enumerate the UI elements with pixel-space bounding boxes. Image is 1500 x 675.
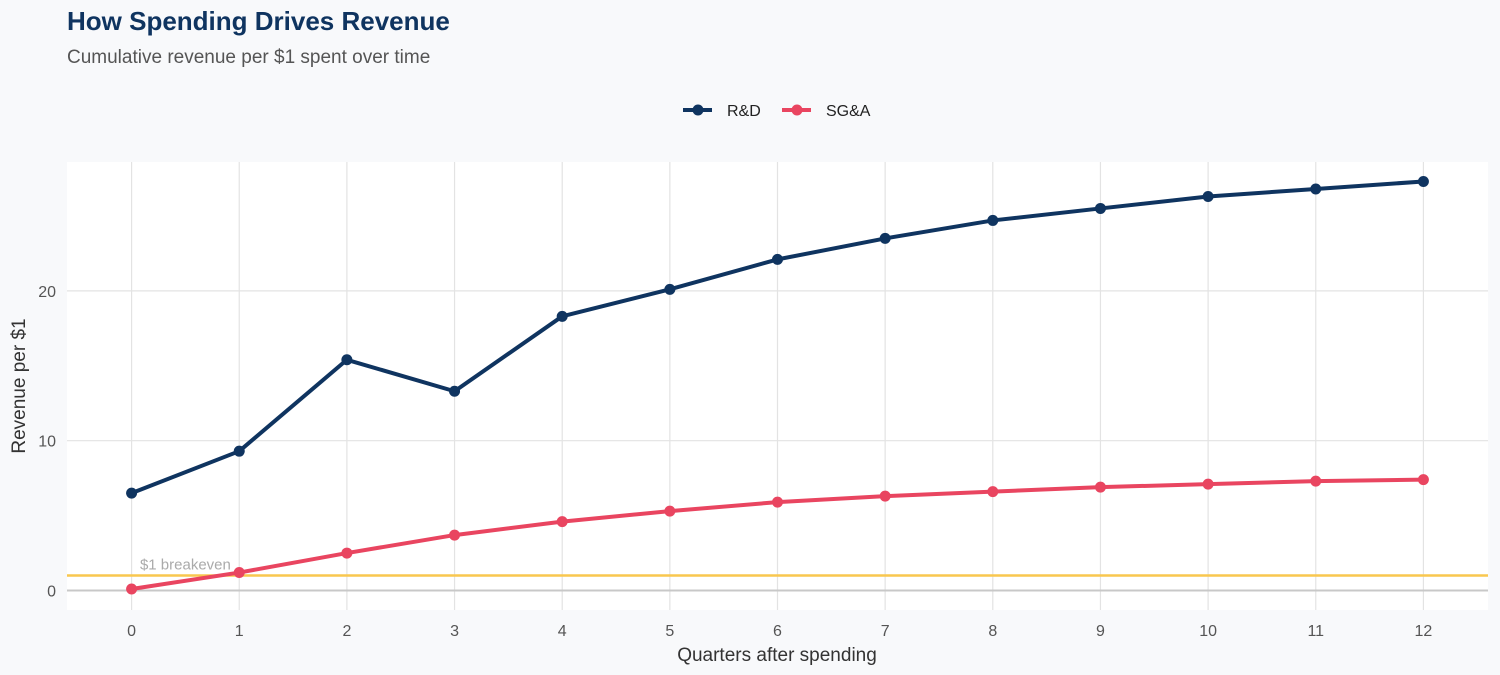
legend-swatch-point [692,104,704,116]
x-tick-label: 1 [235,623,244,640]
data-point [772,253,783,265]
data-point [449,529,461,541]
data-point [449,385,461,397]
data-point [987,214,999,226]
data-point [556,310,568,322]
legend-label: R&D [727,103,761,120]
breakeven-label: $1 breakeven [140,557,231,574]
data-point [1094,481,1106,493]
legend-swatch-point [791,104,803,116]
data-point [1202,190,1214,202]
x-tick-label: 11 [1307,623,1324,640]
x-tick-label: 3 [450,623,459,640]
y-axis-label: Revenue per $1 [9,318,30,453]
x-tick-label: 9 [1096,623,1105,640]
x-tick-label: 5 [665,623,674,640]
x-tick-label: 7 [881,623,890,640]
chart-title: How Spending Drives Revenue [67,6,450,36]
data-point [341,547,353,559]
x-tick-label: 4 [558,623,567,640]
data-point [879,490,891,502]
data-point [879,232,891,244]
data-point [664,505,676,517]
data-point [1310,475,1322,487]
data-point [664,283,676,295]
data-point [341,354,353,366]
data-point [1094,202,1106,214]
data-point [126,583,138,595]
data-point [556,516,568,528]
data-point [1417,474,1429,486]
data-point [987,486,999,498]
y-tick-label: 20 [38,284,56,301]
data-point [1310,183,1322,195]
x-tick-label: 0 [127,623,136,640]
x-tick-label: 8 [988,623,997,640]
x-tick-label: 6 [773,623,782,640]
legend-label: SG&A [826,103,871,120]
chart-subtitle: Cumulative revenue per $1 spent over tim… [67,47,431,68]
data-point [233,567,245,579]
data-point [772,496,783,508]
data-point [126,487,138,499]
data-point [1417,175,1429,187]
y-tick-label: 0 [47,584,56,601]
data-point [233,445,245,457]
data-point [1202,478,1214,490]
y-tick-label: 10 [38,434,56,451]
x-axis-label: Quarters after spending [677,645,877,666]
x-tick-label: 2 [342,623,351,640]
x-tick-label: 10 [1199,623,1217,640]
x-tick-label: 12 [1415,623,1433,640]
